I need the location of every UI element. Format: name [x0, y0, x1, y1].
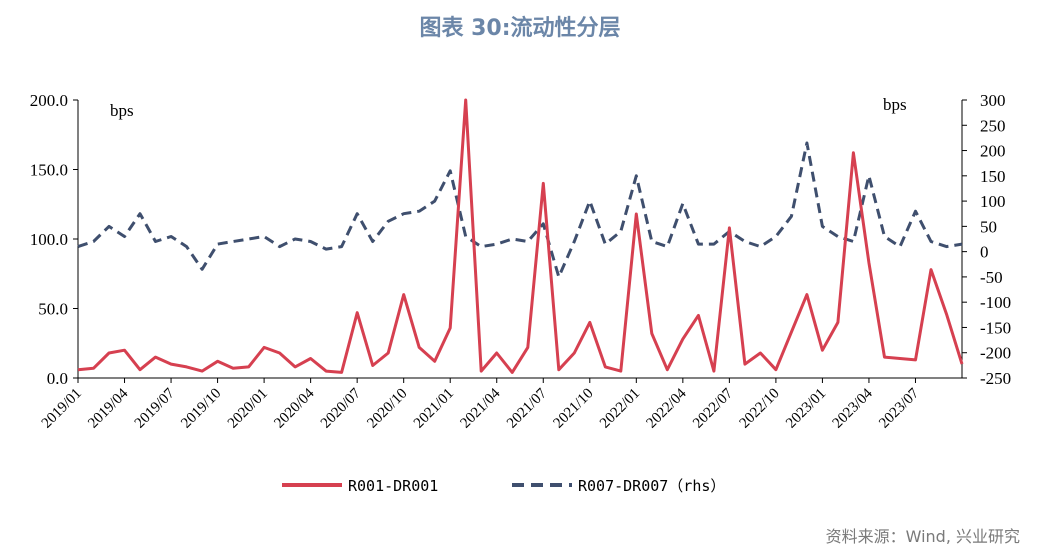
right-tick-label: 200 — [980, 142, 1006, 161]
left-tick-label: 100.0 — [30, 230, 68, 249]
right-tick-label: 50 — [980, 217, 997, 236]
x-tick-label: 2022/01 — [597, 386, 643, 432]
left-tick-label: 150.0 — [30, 161, 68, 180]
right-axis-unit: bps — [883, 95, 907, 114]
right-tick-label: 150 — [980, 167, 1006, 186]
left-tick-label: 200.0 — [30, 91, 68, 110]
series-line-r007-dr007 — [77, 141, 963, 279]
x-tick-label: 2020/01 — [225, 386, 271, 432]
source-note: 资料来源：Wind, 兴业研究 — [825, 527, 1020, 546]
x-tick-label: 2022/04 — [644, 385, 690, 431]
x-tick-label: 2023/07 — [876, 385, 922, 431]
chart-lines — [77, 98, 964, 374]
x-tick-label: 2020/10 — [364, 386, 410, 432]
x-tick-label: 2021/04 — [457, 385, 503, 431]
right-tick-label: -150 — [980, 318, 1011, 337]
right-tick-label: 0 — [980, 243, 989, 262]
right-tick-label: -250 — [980, 369, 1011, 388]
x-tick-label: 2023/01 — [783, 386, 829, 432]
x-tick-label: 2019/10 — [178, 386, 224, 432]
right-tick-label: 300 — [980, 91, 1006, 110]
x-tick-label: 2020/07 — [318, 385, 364, 431]
left-tick-label: 0.0 — [47, 369, 68, 388]
left-axis-unit: bps — [110, 101, 134, 120]
series-line-r001-dr001 — [77, 98, 964, 374]
chart-axes: 0.0 50.0 100.0 150.0 200.0 -250 -200 -150 -100 -5… — [30, 91, 1011, 432]
x-tick-label: 2022/07 — [690, 385, 736, 431]
x-tick-label: 2023/04 — [830, 385, 876, 431]
right-tick-label: 250 — [980, 116, 1006, 135]
x-tick-label: 2020/04 — [271, 385, 317, 431]
x-tick-label: 2022/10 — [737, 386, 783, 432]
right-tick-label: -200 — [980, 344, 1011, 363]
x-tick-label: 2021/10 — [551, 386, 597, 432]
chart-title: 图表 30:流动性分层 — [419, 16, 621, 41]
x-tick-label: 2021/07 — [504, 385, 550, 431]
right-tick-label: -100 — [980, 293, 1011, 312]
right-tick-label: -50 — [980, 268, 1003, 287]
legend: R001-DR001 R007-DR007（rhs） — [282, 477, 725, 495]
legend-label-r001: R001-DR001 — [348, 477, 438, 495]
x-tick-label: 2019/07 — [132, 385, 178, 431]
x-tick-label: 2019/04 — [85, 385, 131, 431]
legend-label-r007: R007-DR007（rhs） — [578, 477, 725, 495]
right-tick-label: 100 — [980, 192, 1006, 211]
x-tick-label: 2019/01 — [39, 386, 85, 432]
x-tick-label: 2021/01 — [411, 386, 457, 432]
left-tick-label: 50.0 — [38, 300, 68, 319]
